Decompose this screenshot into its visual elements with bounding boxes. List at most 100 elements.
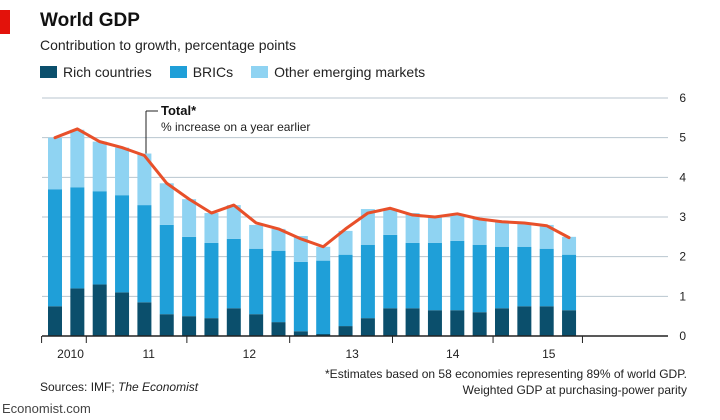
bar-segment-rich-countries (159, 314, 174, 336)
legend: Rich countries BRICs Other emerging mark… (40, 64, 443, 80)
bar-segment-rich-countries (427, 310, 442, 336)
bar-segment-rich-countries (204, 318, 219, 336)
bar-segment-other-emerging (495, 220, 509, 247)
bar-segment-other-emerging (137, 153, 152, 206)
sources-prefix: Sources: IMF; (40, 380, 119, 394)
bar-segment-other-emerging (517, 222, 532, 247)
sources-publication: The Economist (118, 380, 199, 394)
total-line (53, 127, 571, 249)
bar-segment-other-emerging (472, 218, 487, 245)
x-tick-label: 11 (143, 347, 156, 361)
bar-segment-rich-countries (92, 284, 107, 336)
brand-wordmark: Economist.com (2, 401, 91, 416)
bar-segment-rich-countries (115, 292, 130, 336)
y-tick-label: 2 (679, 250, 686, 264)
bar-segment-brics (383, 234, 398, 309)
bar-segment-brics (405, 242, 420, 309)
footnote-line-1: *Estimates based on 58 economies represe… (325, 367, 687, 381)
bar-segment-rich-countries (495, 308, 509, 336)
x-tick-label: 12 (243, 347, 257, 361)
legend-label-brics: BRICs (192, 64, 234, 80)
bar-segment-rich-countries (539, 306, 554, 336)
bar-segment-other-emerging (338, 230, 353, 255)
bar-segment-other-emerging (316, 246, 331, 261)
bar-segment-brics (427, 242, 442, 311)
bar-segment-brics (226, 238, 241, 309)
bar-segment-rich-countries (70, 288, 85, 336)
bar-segment-rich-countries (137, 302, 152, 336)
legend-swatch-brics (169, 66, 187, 78)
bar-segment-rich-countries (360, 318, 375, 336)
legend-item-brics: BRICs (169, 64, 234, 80)
chart-subtitle: Contribution to growth, percentage point… (40, 37, 297, 53)
x-tick-label: 2010 (57, 347, 84, 361)
annotation-title: Total* (161, 103, 197, 118)
bar-segment-rich-countries (472, 312, 487, 336)
bar-segment-other-emerging (70, 129, 85, 188)
bar-segment-rich-countries (562, 310, 577, 336)
bar-segment-brics (70, 187, 85, 289)
axes: 2010 11 12 13 14 15 (41, 335, 668, 361)
legend-item-rich: Rich countries (40, 64, 152, 80)
bar-segment-other-emerging (249, 224, 264, 249)
bar-segment-other-emerging (450, 215, 465, 241)
bar-segment-rich-countries (450, 310, 465, 336)
bar-segment-brics (92, 191, 107, 285)
total-line-layer (53, 127, 571, 249)
bar-segment-other-emerging (293, 236, 308, 262)
bar-segment-brics (115, 195, 130, 293)
bar-segment-rich-countries (271, 322, 286, 336)
bar-segment-brics (338, 254, 353, 327)
y-tick-label: 0 (679, 329, 686, 343)
bar-segment-rich-countries (517, 306, 532, 336)
bar-segment-other-emerging (182, 199, 197, 237)
bar-segment-brics (249, 248, 264, 315)
bar-segment-other-emerging (383, 209, 398, 235)
bar-segment-rich-countries (293, 331, 308, 336)
bar-segment-brics (137, 205, 152, 303)
legend-item-other: Other emerging markets (251, 64, 425, 80)
bar-segment-rich-countries (249, 314, 264, 336)
bar-segment-other-emerging (92, 141, 107, 192)
brand-red-tag (0, 10, 10, 34)
x-tick-label: 15 (542, 347, 556, 361)
footnote-line-2: Weighted GDP at purchasing-power parity (462, 383, 687, 397)
bar-segment-other-emerging (539, 224, 554, 249)
x-tick-label: 13 (345, 347, 359, 361)
bar-segment-other-emerging (204, 213, 219, 243)
y-tick-label: 5 (679, 131, 686, 145)
bar-segment-brics (159, 224, 174, 315)
bar-segment-other-emerging (360, 209, 375, 245)
bar-segment-rich-countries (338, 326, 353, 336)
total-annotation: Total* % increase on a year earlier (145, 103, 310, 154)
bar-segment-brics (316, 260, 331, 335)
legend-label-other: Other emerging markets (274, 64, 426, 80)
bar-segment-brics (204, 242, 219, 319)
bar-segment-other-emerging (405, 213, 420, 243)
y-tick-label: 3 (679, 210, 686, 224)
bar-segment-other-emerging (115, 147, 130, 196)
y-tick-label: 1 (679, 289, 686, 303)
annotation-subtitle: % increase on a year earlier (161, 120, 310, 134)
bar-segment-rich-countries (405, 308, 420, 336)
bar-segment-brics (271, 250, 286, 323)
bar-segment-rich-countries (182, 316, 197, 336)
bar-segment-brics (539, 248, 554, 307)
bar-segment-brics (517, 246, 532, 307)
bar-segment-other-emerging (427, 217, 442, 243)
bars (48, 129, 577, 336)
bar-segment-brics (182, 236, 197, 317)
chart-title: World GDP (40, 10, 140, 31)
bar-segment-rich-countries (226, 308, 241, 336)
y-tick-label: 4 (679, 170, 686, 184)
bar-segment-other-emerging (271, 228, 286, 251)
bar-segment-brics (562, 254, 577, 311)
bar-segment-brics (48, 189, 62, 307)
bar-segment-brics (495, 246, 509, 309)
legend-label-rich: Rich countries (63, 64, 152, 80)
x-tick-label: 14 (446, 347, 460, 361)
bar-segment-other-emerging (226, 205, 241, 239)
bar-segment-brics (472, 244, 487, 313)
